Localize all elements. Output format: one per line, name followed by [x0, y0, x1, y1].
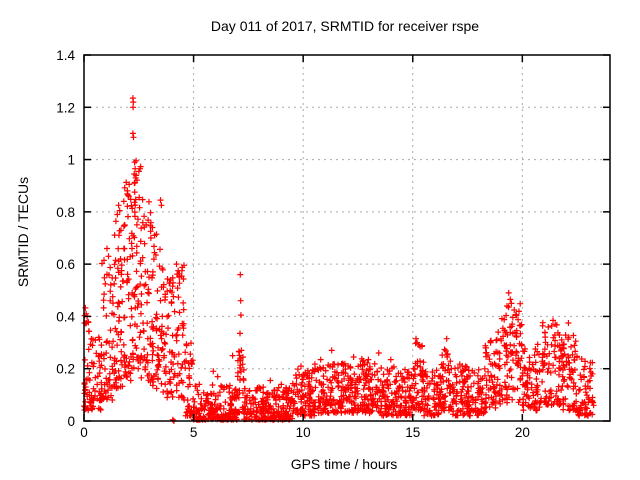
svg-text:0.8: 0.8 — [56, 205, 75, 220]
svg-text:0.6: 0.6 — [56, 257, 75, 272]
chart-title: Day 011 of 2017, SRMTID for receiver rsp… — [210, 18, 480, 34]
svg-text:1.4: 1.4 — [56, 48, 75, 63]
svg-text:0: 0 — [67, 414, 75, 429]
svg-text:10: 10 — [296, 425, 311, 440]
svg-text:15: 15 — [405, 425, 420, 440]
axis-ticks — [83, 54, 610, 422]
svg-text:5: 5 — [190, 425, 198, 440]
svg-text:1: 1 — [67, 153, 75, 168]
plot-border — [83, 54, 611, 422]
svg-text:1.2: 1.2 — [56, 100, 75, 115]
x-axis-label: GPS time / hours — [290, 456, 398, 472]
svg-text:0.4: 0.4 — [56, 309, 75, 324]
svg-text:0.2: 0.2 — [56, 362, 75, 377]
svg-text:20: 20 — [515, 425, 530, 440]
svg-text:0: 0 — [80, 425, 88, 440]
tick-labels: 0 5 10 15 20 0 0.2 0.4 0.6 0.8 1 1.2 1.4 — [56, 48, 530, 440]
data-points — [81, 95, 597, 424]
